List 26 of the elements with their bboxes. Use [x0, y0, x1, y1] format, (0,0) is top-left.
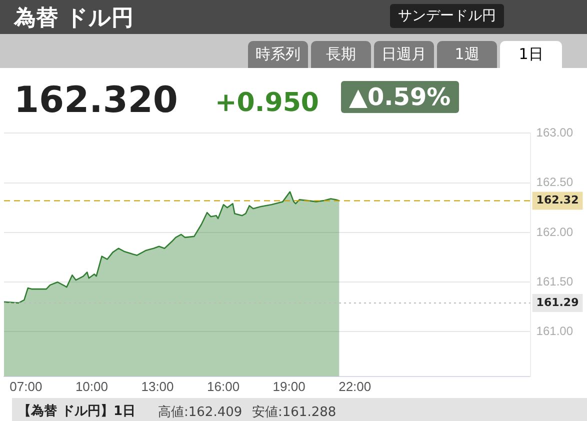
y-tick-label: 162.50: [536, 175, 574, 190]
x-tick-label: 07:00: [10, 378, 42, 394]
ref-line-label: 161.29: [536, 296, 579, 309]
y-tick-label: 161.00: [536, 324, 574, 338]
chart-title: 為替 ドル円: [14, 5, 134, 33]
text: 安値:161.288: [252, 404, 336, 421]
text: +0.950: [215, 88, 320, 118]
text: 長期: [311, 41, 371, 68]
text: 高値:162.409: [158, 404, 242, 421]
x-tick-label: 10:00: [75, 378, 108, 394]
ref-line-label: 162.32: [536, 194, 579, 207]
y-tick-label: 161.50: [536, 274, 574, 288]
text: ▲0.59%: [341, 81, 459, 113]
text: 162.320: [14, 80, 178, 121]
text: サンデードル円: [390, 4, 504, 28]
text: 時系列: [248, 41, 308, 68]
x-tick-label: 19:00: [272, 378, 306, 394]
text: 日週月: [374, 41, 434, 68]
y-tick-label: 162.00: [536, 224, 574, 239]
x-tick-label: 22:00: [338, 378, 372, 394]
text: 1日: [500, 41, 562, 68]
text: 【為替 ドル円】1日: [18, 403, 136, 420]
x-tick-label: 13:00: [141, 378, 174, 394]
text: 1週: [437, 41, 497, 68]
x-tick-label: 16:00: [207, 378, 240, 394]
y-tick-label: 163.00: [536, 126, 574, 140]
